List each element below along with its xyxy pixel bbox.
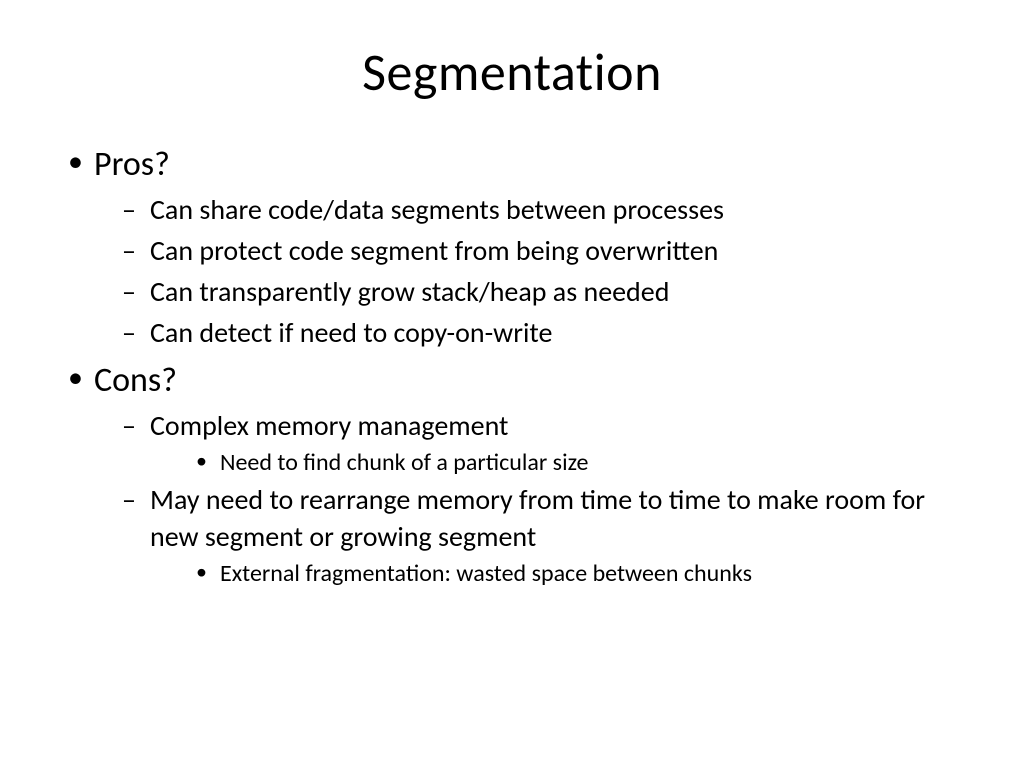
pros-sublist: Can share code/data segments between pro… <box>94 192 964 352</box>
pros-item-text: Can protect code segment from being over… <box>150 233 718 268</box>
cons-item-text: Complex memory management <box>150 408 508 443</box>
cons-sublist: Complex memory management Need to find c… <box>94 408 964 589</box>
pros-item: Can share code/data segments between pro… <box>94 192 964 229</box>
bullet-list: Pros? Can share code/data segments betwe… <box>60 142 964 589</box>
pros-item-text: Can share code/data segments between pro… <box>150 192 724 227</box>
cons-sub-item: Need to find chunk of a particular size <box>150 447 964 478</box>
bullet-cons: Cons? Complex memory management Need to … <box>60 358 964 589</box>
cons-subsublist: External fragmentation: wasted space bet… <box>150 558 964 589</box>
pros-item: Can detect if need to copy-on-write <box>94 315 964 352</box>
cons-subsublist: Need to find chunk of a particular size <box>150 447 964 478</box>
cons-sub-item: External fragmentation: wasted space bet… <box>150 558 964 589</box>
pros-item: Can transparently grow stack/heap as nee… <box>94 274 964 311</box>
cons-sub-item-text: External fragmentation: wasted space bet… <box>220 559 752 588</box>
pros-item-text: Can transparently grow stack/heap as nee… <box>150 274 669 309</box>
slide-title: Segmentation <box>60 40 964 104</box>
cons-sub-item-text: Need to find chunk of a particular size <box>220 448 588 477</box>
pros-item-text: Can detect if need to copy-on-write <box>150 315 552 350</box>
cons-item-text: May need to rearrange memory from time t… <box>150 482 925 554</box>
bullet-cons-label: Cons? <box>94 360 177 401</box>
slide: Segmentation Pros? Can share code/data s… <box>0 0 1024 768</box>
cons-item: Complex memory management Need to find c… <box>94 408 964 478</box>
bullet-pros-label: Pros? <box>94 144 170 185</box>
bullet-pros: Pros? Can share code/data segments betwe… <box>60 142 964 352</box>
pros-item: Can protect code segment from being over… <box>94 233 964 270</box>
cons-item: May need to rearrange memory from time t… <box>94 482 964 589</box>
